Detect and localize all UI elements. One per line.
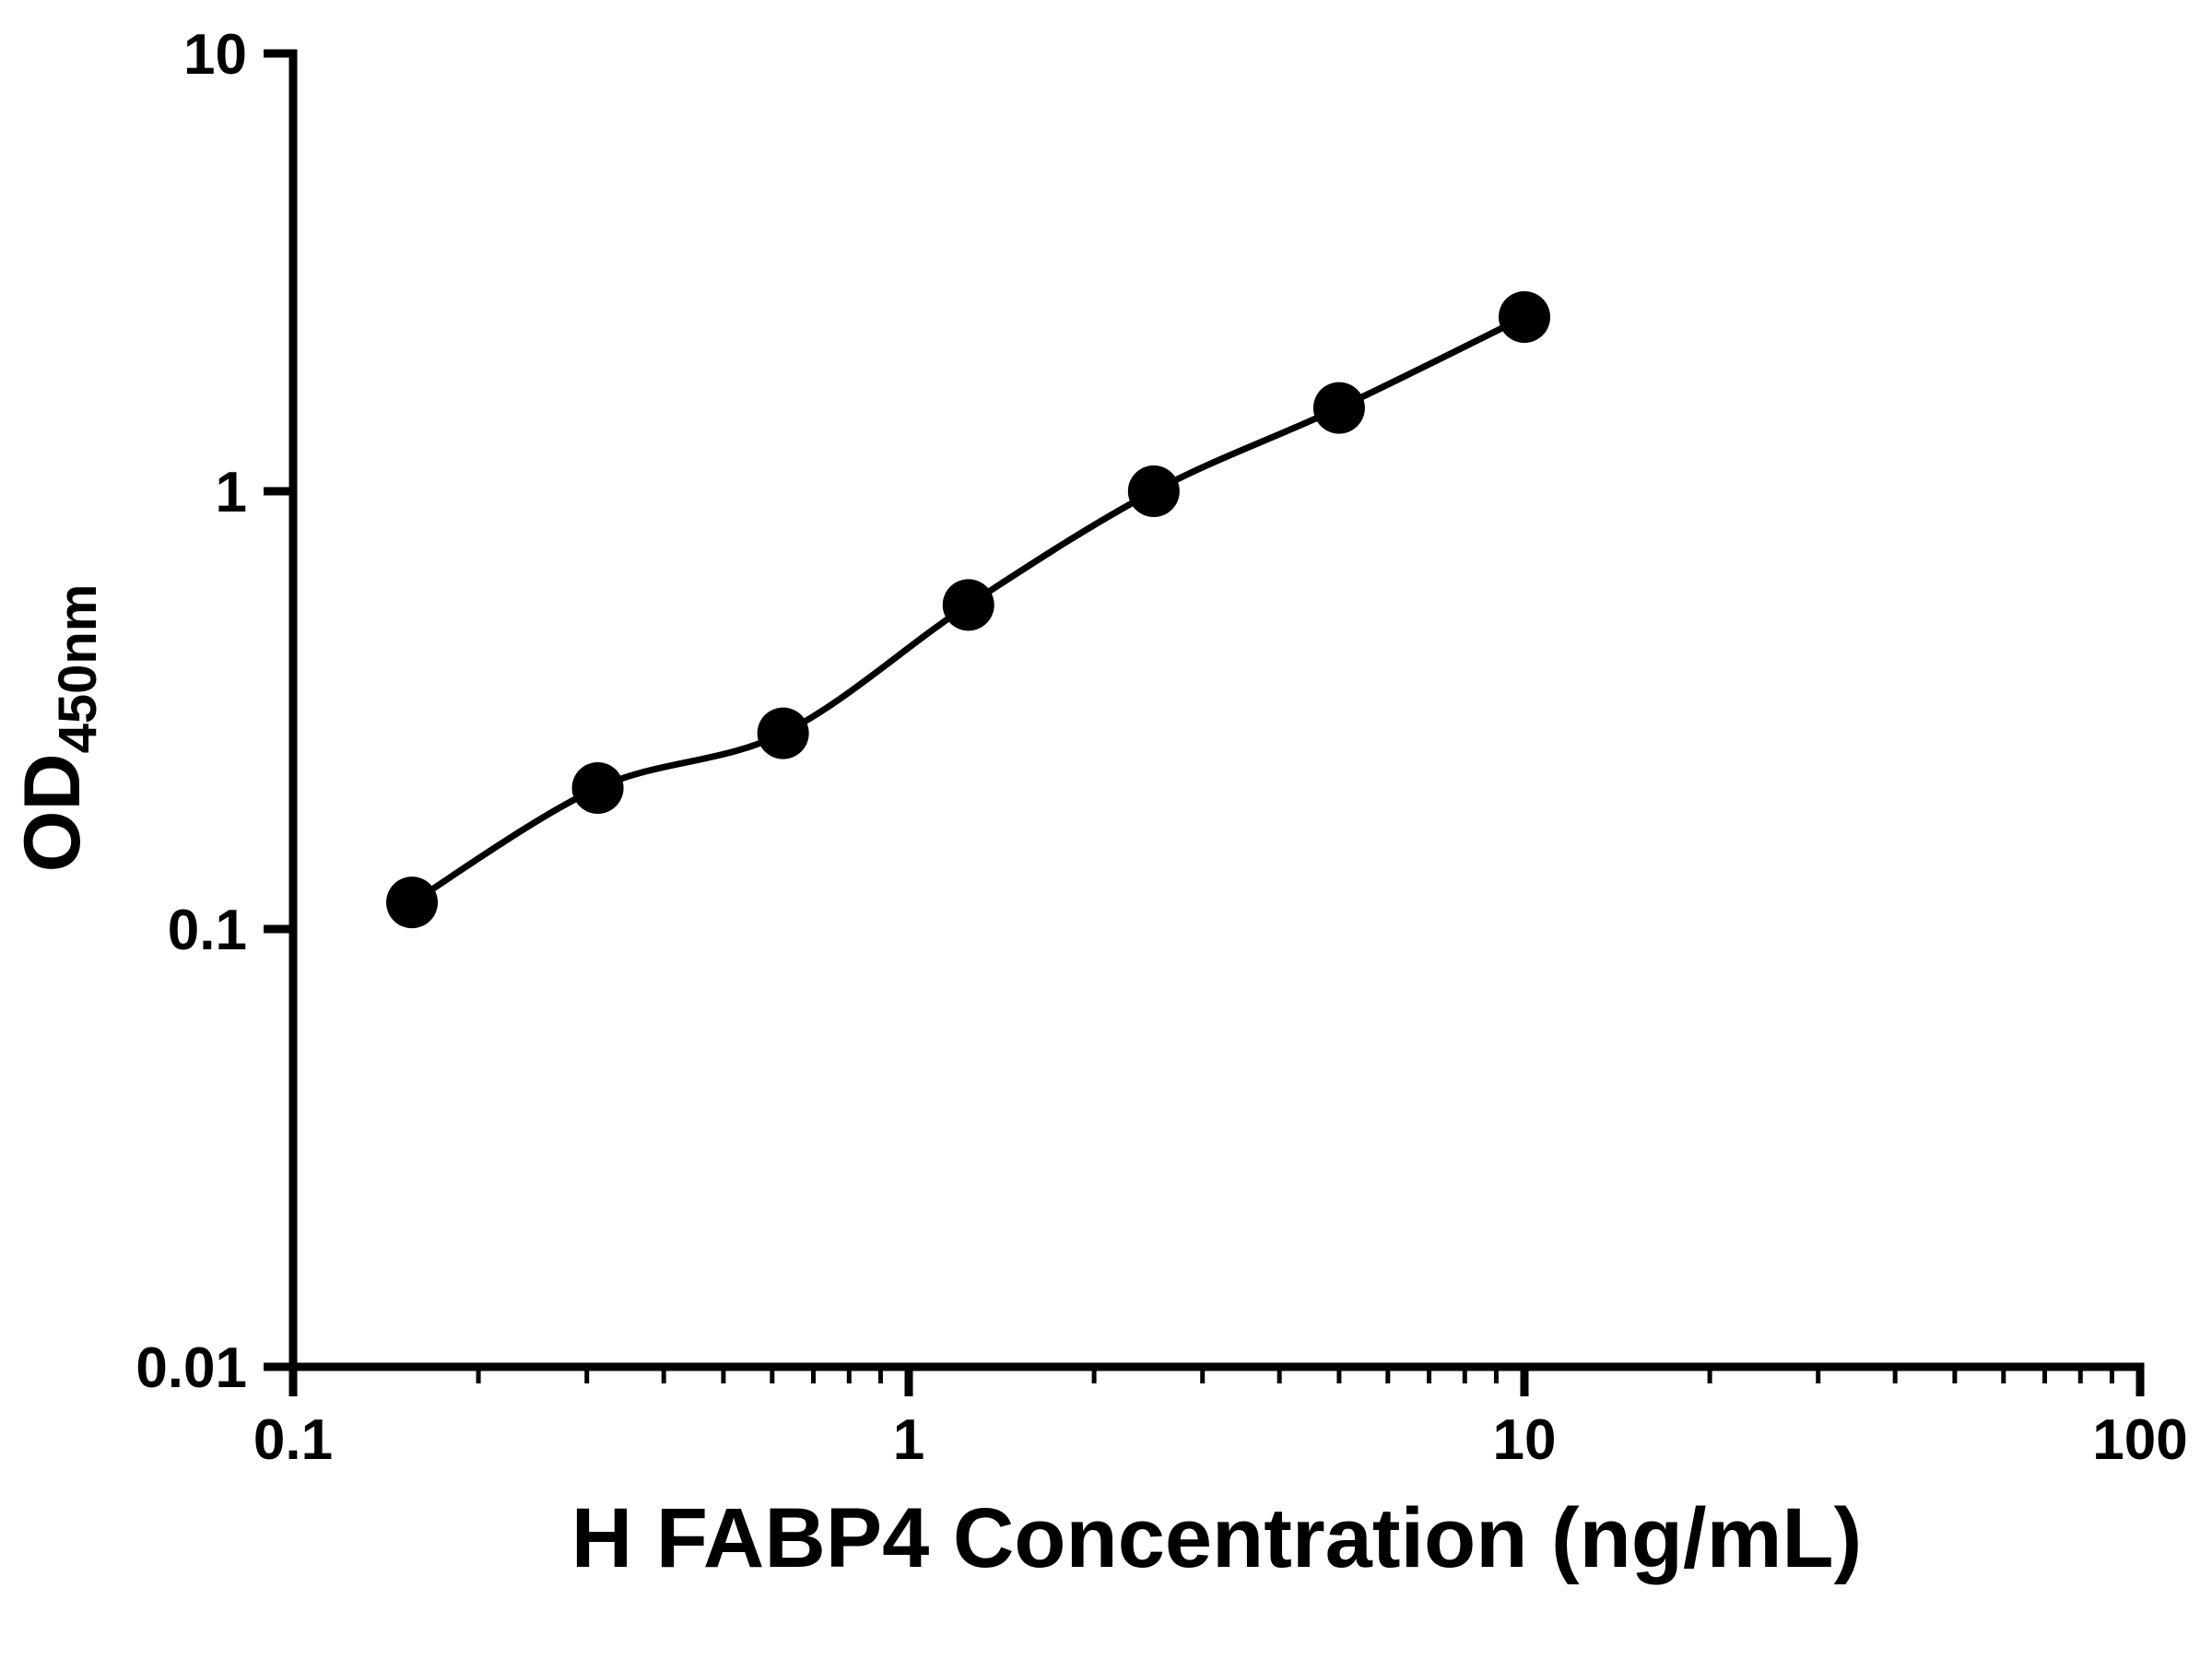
data-point bbox=[386, 877, 439, 929]
x-tick-label: 10 bbox=[1493, 1408, 1557, 1472]
y-axis-title: OD450nm bbox=[8, 584, 108, 873]
y-tick-label: 10 bbox=[183, 23, 247, 87]
data-point bbox=[1312, 382, 1365, 434]
series-layer bbox=[386, 290, 1550, 929]
y-axis-title-main: OD bbox=[8, 753, 97, 872]
data-point bbox=[942, 579, 994, 631]
data-point bbox=[1499, 290, 1550, 343]
x-tick-label: 0.1 bbox=[253, 1408, 333, 1472]
y-tick-label: 0.1 bbox=[168, 899, 247, 962]
x-axis-title: H FABP4 Concentration (ng/mL) bbox=[571, 1491, 1862, 1585]
data-point bbox=[1127, 465, 1180, 517]
x-tick-label: 100 bbox=[2092, 1408, 2187, 1472]
axis-spine bbox=[288, 49, 2145, 1371]
y-tick-label: 1 bbox=[216, 461, 247, 524]
y-tick-label: 0.01 bbox=[135, 1336, 247, 1400]
x-tick-label: 1 bbox=[893, 1408, 924, 1472]
y-axis-title-sub: 450nm bbox=[48, 584, 108, 754]
data-point bbox=[757, 707, 809, 759]
data-point bbox=[571, 761, 624, 814]
